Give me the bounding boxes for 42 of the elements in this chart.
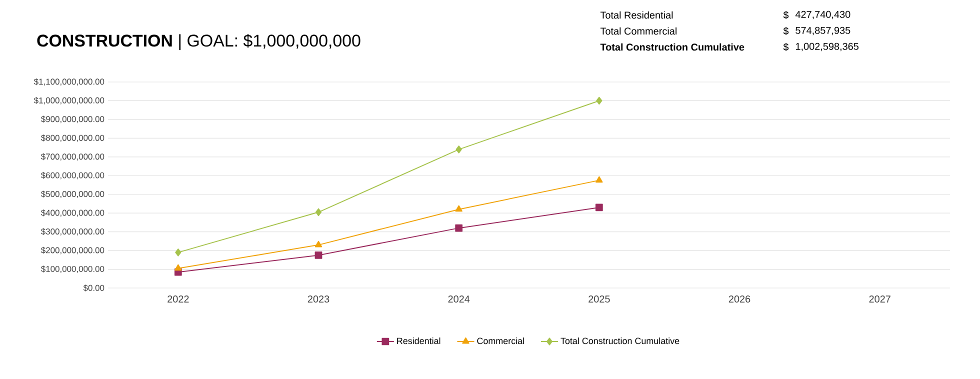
- y-tick-label: $500,000,000.00: [41, 190, 104, 198]
- y-tick-label: $1,100,000,000.00: [34, 78, 104, 86]
- text: Total Construction Cumulative: [600, 43, 744, 51]
- text: Total Residential: [600, 11, 673, 19]
- point: [314, 240, 322, 248]
- point: [314, 252, 322, 259]
- x-tick-label: 2026: [728, 296, 750, 303]
- point: [595, 204, 603, 212]
- y-tick-label: $0.00: [83, 284, 104, 292]
- legend-label: Residential: [397, 338, 440, 344]
- point: [596, 96, 602, 105]
- y-tick-label: $600,000,000.00: [41, 172, 104, 180]
- y-tick-label: $200,000,000.00: [41, 246, 104, 254]
- text: 1,002,598,365: [796, 42, 858, 52]
- y-tick-label: $800,000,000.00: [41, 134, 104, 142]
- point: [315, 208, 322, 216]
- y-tick-label: $1,000,000,000.00: [34, 97, 104, 104]
- point: [455, 205, 462, 212]
- point: [596, 176, 603, 183]
- y-tick-label: $700,000,000.00: [41, 153, 104, 161]
- x-tick-label: 2027: [869, 296, 890, 303]
- x-tick-label: 2022: [168, 296, 189, 303]
- y-tick-label: $400,000,000.00: [41, 209, 104, 217]
- chart-title: CONSTRUCTION | GOAL: $1,000,000,000: [37, 34, 360, 50]
- text: $: [783, 10, 789, 20]
- y-tick-label: $900,000,000.00: [41, 116, 104, 124]
- legend-label: Total Construction Cumulative: [560, 338, 680, 344]
- text: $: [783, 42, 789, 52]
- text: Total Commercial: [600, 27, 676, 35]
- x-tick-label: 2023: [308, 296, 330, 303]
- y-tick-label: $100,000,000.00: [41, 266, 104, 273]
- y-tick-label: $300,000,000.00: [41, 228, 104, 236]
- point: [456, 146, 462, 154]
- text: 427,740,430: [795, 10, 850, 20]
- x-tick-label: 2025: [588, 296, 610, 303]
- point: [174, 264, 182, 271]
- text: $: [783, 26, 789, 36]
- legend-label: Commercial: [477, 338, 524, 344]
- point: [455, 224, 463, 232]
- x-tick-label: 2024: [448, 296, 470, 303]
- text: 574,857,935: [796, 26, 850, 36]
- point: [175, 248, 182, 256]
